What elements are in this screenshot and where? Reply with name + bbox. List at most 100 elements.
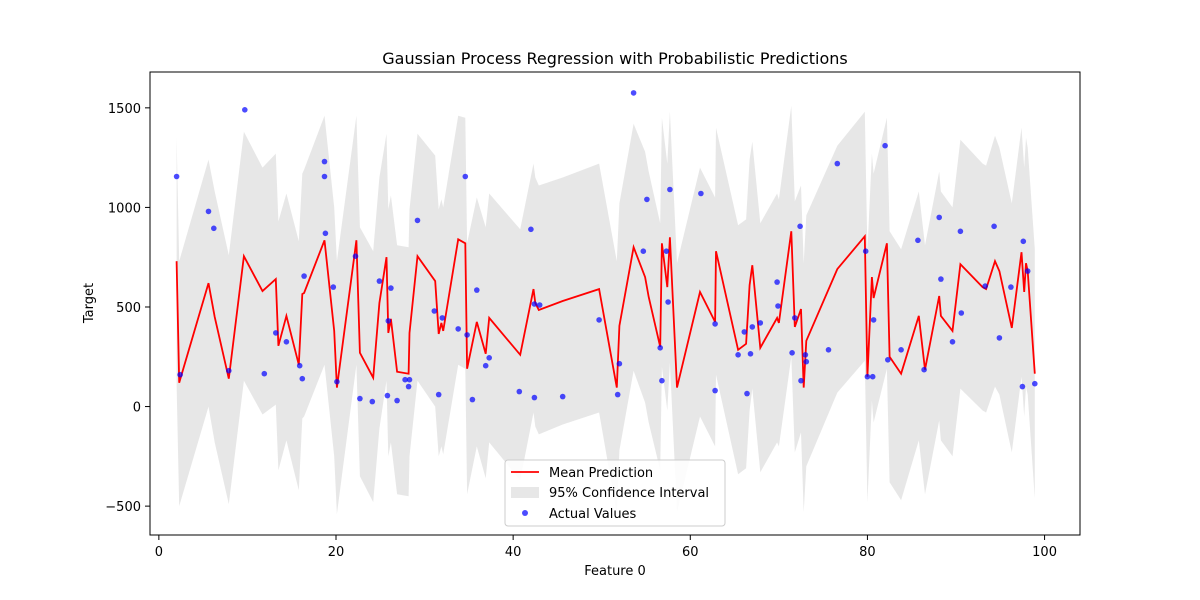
actual-value-point: [321, 158, 328, 165]
x-tick-label: 100: [1032, 545, 1057, 560]
actual-value-point: [321, 173, 328, 180]
confidence-interval-band: [176, 105, 1035, 515]
actual-value-point: [406, 376, 413, 383]
actual-value-point: [640, 248, 647, 254]
actual-value-point: [369, 398, 376, 405]
actual-value-point: [414, 217, 421, 224]
actual-value-point: [698, 190, 704, 197]
actual-value-point: [775, 303, 781, 309]
actual-value-point: [559, 393, 566, 400]
actual-value-point: [531, 394, 538, 401]
actual-value-point: [792, 315, 798, 321]
actual-value-point: [301, 273, 307, 279]
legend-interval-swatch: [511, 487, 539, 498]
actual-value-point: [735, 352, 741, 358]
actual-value-point: [439, 315, 446, 321]
actual-values-points: [173, 90, 1038, 405]
legend: Mean Prediction 95% Confidence Interval …: [504, 459, 726, 527]
actual-value-point: [802, 352, 809, 358]
actual-value-point: [991, 223, 997, 230]
actual-value-point: [376, 278, 383, 284]
actual-value-point: [630, 90, 637, 96]
actual-value-point: [864, 373, 871, 380]
actual-value-point: [486, 355, 493, 361]
actual-value-point: [949, 339, 956, 345]
y-axis-label: Target: [82, 283, 97, 324]
actual-value-point: [334, 378, 340, 385]
actual-value-point: [797, 223, 803, 230]
actual-value-point: [388, 285, 394, 291]
actual-value-point: [982, 283, 988, 289]
y-axis: −500 0 500 1000 1500: [105, 102, 150, 515]
actual-value-point: [834, 160, 841, 167]
x-tick-label: 20: [328, 545, 345, 560]
actual-value-point: [870, 317, 877, 323]
actual-value-point: [936, 214, 942, 221]
legend-box: [504, 459, 726, 527]
actual-value-point: [741, 329, 748, 335]
actual-value-point: [958, 310, 965, 316]
actual-value-point: [749, 324, 756, 330]
legend-points-swatch: [522, 510, 528, 516]
actual-value-point: [1024, 268, 1031, 274]
y-tick-label: 500: [116, 301, 141, 316]
actual-value-point: [464, 332, 470, 338]
x-tick-label: 60: [682, 545, 699, 560]
actual-value-point: [882, 142, 888, 149]
actual-value-point: [177, 371, 183, 378]
actual-value-point: [898, 347, 904, 353]
actual-value-point: [996, 335, 1003, 341]
actual-value-point: [482, 362, 489, 369]
chart-title: Gaussian Process Regression with Probabi…: [382, 49, 848, 68]
x-axis-label: Feature 0: [584, 564, 646, 579]
actual-value-point: [330, 284, 337, 290]
actual-value-point: [357, 395, 363, 402]
plot-area: [149, 71, 1081, 536]
actual-value-point: [869, 373, 876, 380]
actual-value-point: [915, 237, 921, 244]
actual-value-point: [712, 321, 718, 327]
actual-value-point: [616, 360, 623, 367]
actual-value-point: [431, 308, 438, 314]
actual-value-point: [789, 350, 795, 356]
x-axis: 0 20 40 60 80 100: [155, 535, 1057, 560]
actual-value-point: [384, 392, 391, 399]
actual-value-point: [385, 318, 392, 324]
actual-value-point: [957, 228, 964, 235]
actual-value-point: [435, 391, 442, 398]
actual-value-point: [173, 173, 180, 180]
actual-value-point: [474, 287, 480, 293]
actual-value-point: [1032, 380, 1038, 387]
actual-value-point: [657, 345, 663, 351]
actual-value-point: [211, 225, 217, 232]
actual-value-point: [1020, 238, 1027, 245]
y-tick-label: 1000: [108, 201, 141, 216]
actual-value-point: [528, 226, 534, 233]
actual-value-point: [798, 377, 804, 384]
actual-value-point: [803, 358, 810, 365]
actual-value-point: [665, 299, 671, 305]
actual-value-point: [644, 196, 650, 203]
actual-value-point: [273, 330, 279, 336]
x-tick-label: 40: [505, 545, 522, 560]
actual-value-point: [885, 357, 891, 363]
actual-value-point: [536, 302, 543, 308]
actual-value-point: [394, 397, 400, 404]
x-tick-label: 0: [155, 545, 163, 560]
legend-interval-label: 95% Confidence Interval: [549, 486, 709, 501]
actual-value-point: [352, 253, 359, 259]
actual-value-point: [455, 326, 462, 332]
actual-value-point: [205, 208, 212, 215]
x-tick-label: 80: [859, 545, 876, 560]
y-tick-label: −500: [105, 500, 141, 515]
actual-value-point: [757, 320, 764, 326]
actual-value-point: [744, 390, 750, 397]
actual-value-point: [596, 317, 602, 323]
y-tick-label: 0: [133, 401, 141, 416]
actual-value-point: [938, 276, 944, 282]
actual-value-point: [712, 387, 718, 394]
axes-frame: [149, 71, 1081, 536]
actual-value-point: [747, 351, 754, 357]
legend-mean-label: Mean Prediction: [549, 466, 653, 481]
